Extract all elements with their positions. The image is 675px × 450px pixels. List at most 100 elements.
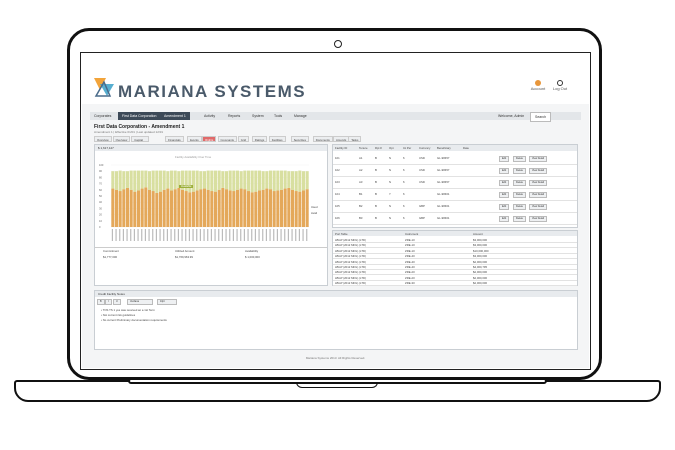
grid-cell: GL-98461	[437, 216, 450, 220]
bold-button[interactable]: B	[97, 299, 105, 305]
tab-9[interactable]: Facilities	[268, 136, 286, 142]
tab-3[interactable]: Financials	[165, 136, 184, 142]
detail-cell: $3,000,000	[473, 254, 487, 259]
x-tick-mark	[196, 229, 198, 241]
edit-button[interactable]: Edit	[499, 180, 510, 186]
grid-cell: 103	[335, 180, 340, 184]
detail-row[interactable]: LBGP (2012 MFG) (LTD) ZRE-40 $2,000,000	[333, 259, 577, 265]
detail-row[interactable]: LBGP (2012 MFG) (LTD) ZRE-10 $3,000,000	[333, 242, 577, 249]
grid-col-header[interactable]: Rpt #	[375, 146, 382, 150]
italic-button[interactable]: I	[105, 299, 112, 305]
tab-6[interactable]: Covenants	[217, 136, 237, 142]
grid-cell: 6	[403, 180, 405, 184]
detail-row[interactable]: LBGP (2012 MFG) (LTD) ZRE-10 $10,000,000	[333, 248, 577, 254]
search-input[interactable]: Search	[530, 112, 552, 122]
tab-13[interactable]: Tasks	[348, 136, 362, 142]
legend-avail: Avail	[311, 211, 318, 215]
delete-button[interactable]: Delete	[513, 192, 526, 198]
y-tick-label: 100	[99, 163, 104, 167]
tab-1[interactable]: Overview	[112, 136, 131, 142]
tab-12[interactable]: Amends	[333, 136, 350, 142]
grid-col-header[interactable]: Date	[463, 146, 469, 150]
bar-avail	[213, 170, 218, 192]
x-tick-mark	[181, 229, 183, 241]
tab-11[interactable]: Documents	[312, 136, 333, 142]
underline-button[interactable]: U	[113, 299, 121, 305]
bar-used	[195, 190, 199, 227]
grid-row[interactable]: 106 B3 B N 6 GBP GL-98461 Edit Delete View Detail	[333, 213, 577, 225]
edit-button[interactable]: Edit	[499, 204, 510, 210]
tab-8[interactable]: Ratings	[251, 136, 268, 142]
x-tick-mark	[295, 229, 297, 241]
view-detail-button[interactable]: View Detail	[529, 168, 547, 174]
chart-title: Facility Availability Over Time	[175, 155, 212, 159]
tab-7[interactable]: Grid	[237, 136, 250, 142]
view-detail-button[interactable]: View Detail	[529, 156, 547, 162]
nav-item-corporates[interactable]: Corporates	[94, 114, 112, 118]
x-tick-mark	[203, 229, 205, 241]
detail-header: Port Table Instrument Amount	[333, 231, 577, 236]
bar-used	[210, 191, 214, 227]
delete-button[interactable]: Delete	[513, 156, 526, 162]
size-select[interactable]: 10pt	[157, 299, 177, 305]
detail-row[interactable]: LBGP (2012 MFG) (LTD) ZRE-20 $2,000,000	[333, 275, 577, 281]
delete-button[interactable]: Delete	[513, 168, 526, 174]
detail-row[interactable]: LBGP (2012 MFG) (LTD) ZRE-40 $3,000,000	[333, 253, 577, 260]
nav-item-reports[interactable]: Reports	[228, 114, 241, 118]
edit-button[interactable]: Edit	[499, 192, 510, 198]
logout-button[interactable]: Log Out	[551, 80, 569, 91]
grid-col-header[interactable]: Int Per	[403, 146, 412, 150]
edit-button[interactable]: Edit	[499, 216, 510, 222]
app-screen: MARIANA SYSTEMS Account Log Out Corporat…	[82, 54, 589, 368]
tab-4[interactable]: Events	[187, 136, 202, 142]
edit-button[interactable]: Edit	[499, 156, 510, 162]
view-detail-button[interactable]: View Detail	[529, 204, 547, 210]
nav-item-manage[interactable]: Manage	[294, 114, 307, 118]
x-tick-mark	[287, 229, 289, 241]
grid-col-header[interactable]: Facility ID	[335, 146, 348, 150]
y-tick-label: 20	[99, 213, 102, 217]
edit-button[interactable]: Edit	[499, 168, 510, 174]
delete-button[interactable]: Delete	[513, 180, 526, 186]
grid-row[interactable]: 103 A3 B N 6 USD GL-98457 Edit Delete View Detail	[333, 177, 577, 189]
font-select[interactable]: Verdana	[127, 299, 153, 305]
grid-row[interactable]: 102 A2 B N 6 USD GL-98457 Edit Delete View Detail	[333, 165, 577, 177]
detail-row[interactable]: LBGP (2012 MFG) (LTD) ZRE-40 $4,000,795	[333, 264, 577, 270]
bar-avail	[261, 171, 265, 190]
detail-col-header[interactable]: Instrument	[405, 232, 419, 236]
nav-item-amendment[interactable]: Amendment 1	[160, 112, 190, 120]
grid-row[interactable]: 105 B2 B N 6 GBP GL-98461 Edit Delete View Detail	[333, 201, 577, 213]
view-detail-button[interactable]: View Detail	[529, 216, 547, 222]
summary-commitment: $1,777,000	[103, 255, 117, 259]
grid-cell: GL-98457	[437, 180, 450, 184]
nav-item-system[interactable]: System	[252, 114, 264, 118]
detail-row[interactable]: LBGP (2012 MFG) (LTD) ZRE-30 $2,000,000	[333, 280, 577, 287]
nav-item-activity[interactable]: Activity	[204, 114, 216, 118]
nav-item-company[interactable]: First Data Corporation	[118, 112, 161, 120]
delete-button[interactable]: Delete	[513, 216, 526, 222]
detail-col-header[interactable]: Port Table	[335, 232, 348, 236]
nav-item-tools[interactable]: Tools	[274, 114, 283, 118]
tab-0[interactable]: Overview	[94, 136, 112, 142]
detail-row[interactable]: LBGP (2012 MFG) (LTD) ZRE-10 $3,000,000	[333, 237, 577, 243]
x-tick-mark	[247, 229, 249, 241]
detail-row[interactable]: LBGP (2012 MFG) (LTD) ZRE-20 $2,000,000	[333, 269, 577, 276]
tab-10[interactable]: Securities	[290, 136, 309, 142]
view-detail-button[interactable]: View Detail	[529, 192, 547, 198]
bar-used	[217, 189, 221, 227]
grid-col-header[interactable]: Opt	[389, 146, 394, 150]
grid-row[interactable]: 104 B1 B Y 6 GL-98461 Edit Delete View Detail	[333, 189, 577, 201]
grid-col-header[interactable]: Currency	[419, 146, 431, 150]
bar-avail	[114, 171, 119, 190]
tab-2[interactable]: Capital Structure	[131, 136, 149, 148]
delete-button[interactable]: Delete	[513, 204, 526, 210]
tab-5[interactable]: Rights	[202, 136, 217, 142]
detail-col-header[interactable]: Amount	[473, 232, 483, 236]
grid-row[interactable]: 101 A1 B N 6 USD GL-98457 Edit Delete View Detail	[333, 153, 577, 165]
view-detail-button[interactable]: View Detail	[529, 180, 547, 186]
summary-table: Commitment Utilized Amount Availability …	[95, 247, 327, 262]
logo-mark-icon	[94, 78, 114, 97]
grid-col-header[interactable]: Beneficiary	[437, 146, 451, 150]
account-button[interactable]: Account	[529, 80, 547, 91]
grid-col-header[interactable]: Tenure	[359, 146, 368, 150]
